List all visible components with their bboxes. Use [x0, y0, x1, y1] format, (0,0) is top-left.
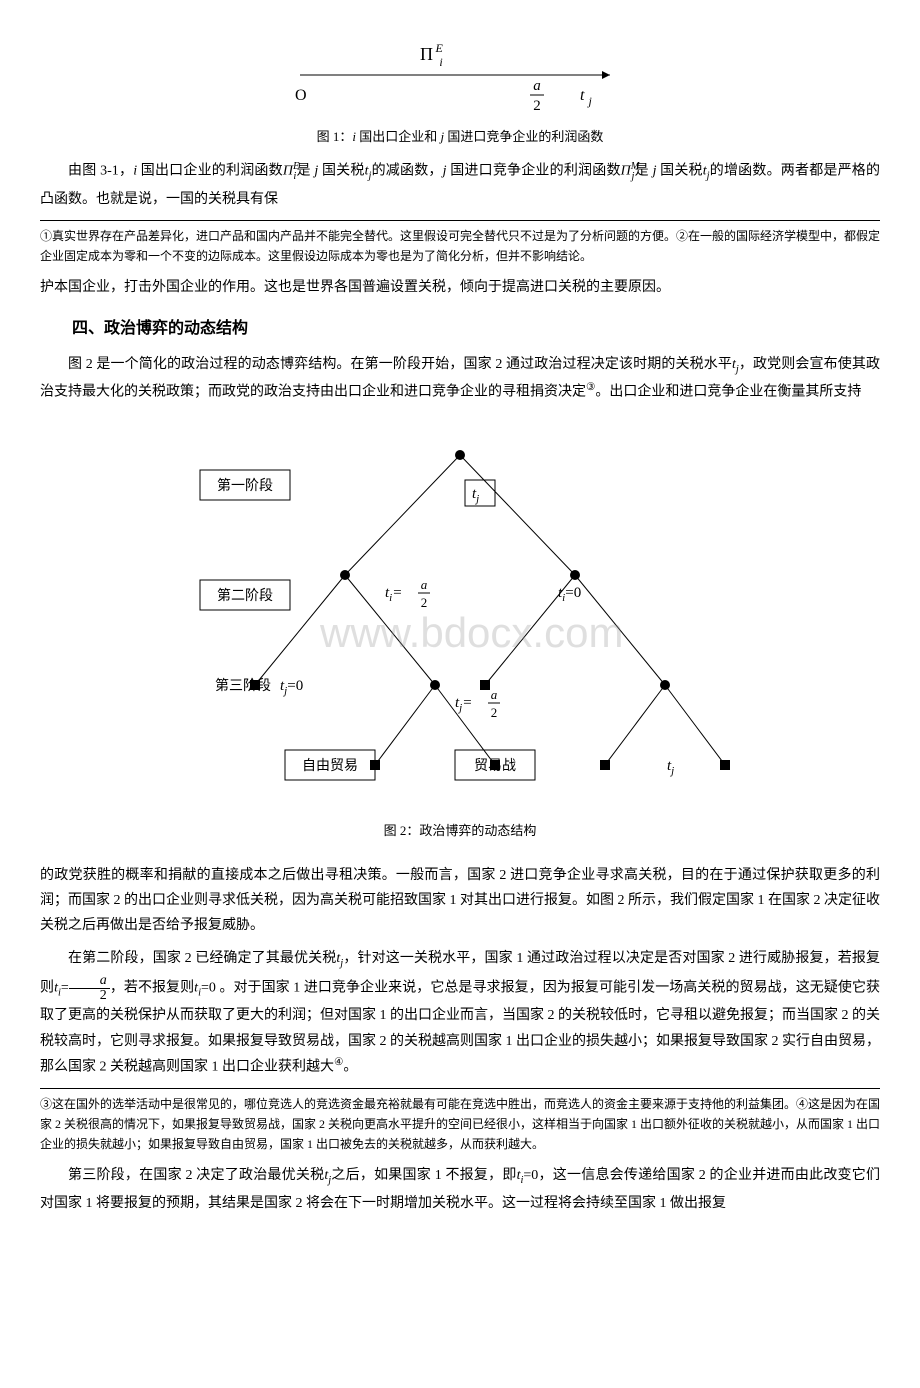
svg-text:ti=: ti=	[385, 585, 402, 604]
svg-text:tj: tj	[472, 486, 479, 505]
frac-den: 2	[533, 98, 541, 114]
paragraph-3: 图 2 是一个简化的政治过程的动态博弈结构。在第一阶段开始，国家 2 通过政治过…	[40, 352, 880, 406]
svg-text:a: a	[491, 687, 498, 702]
paragraph-5: 在第二阶段，国家 2 已经确定了其最优关税tj，针对这一关税水平，国家 1 通过…	[40, 946, 880, 1079]
frac-num: a	[533, 78, 541, 94]
svg-text:tj=: tj=	[455, 695, 472, 714]
svg-text:t j: t j	[580, 87, 592, 108]
pi-sub: i	[439, 55, 442, 69]
paragraph-2: 护本国企业，打击外国企业的作用。这也是世界各国普遍设置关税，倾向于提高进口关税的…	[40, 275, 880, 300]
free-trade-label: 自由贸易	[302, 758, 358, 774]
section-title: 四、政治博弈的动态结构	[40, 315, 880, 344]
pi-sup: E	[435, 41, 444, 55]
paragraph-6: 第三阶段，在国家 2 决定了政治最优关税tj之后，如果国家 1 不报复，即ti=…	[40, 1163, 880, 1216]
svg-text:2: 2	[421, 595, 428, 610]
stage-1-label: 第一阶段	[217, 477, 273, 494]
t-sub: j	[586, 94, 592, 108]
footnote-separator-2	[40, 1088, 880, 1089]
footnote-separator-1	[40, 220, 880, 221]
svg-text:a: a	[421, 577, 428, 592]
svg-text:ti=0: ti=0	[558, 585, 581, 604]
figure-2-svg: 第一阶段 第二阶段 第三阶段 自由贸易 贸易战 tj ti= a 2 ti=0 …	[180, 425, 740, 805]
t-label: t	[580, 87, 585, 104]
svg-text:Π E i: Π E i	[420, 40, 447, 69]
pi-symbol: Π	[420, 44, 433, 64]
svg-text:tj=0: tj=0	[280, 678, 303, 697]
footnote-1: ①真实世界存在产品差异化，进口产品和国内产品并不能完全替代。这里假设可完全替代只…	[40, 226, 880, 267]
svg-text:2: 2	[491, 705, 498, 720]
figure-1-caption: 图 1：i 国出口企业和 j 国进口竞争企业的利润函数	[260, 125, 660, 148]
footnote-2: ③这在国外的选举活动中是很常见的，哪位竞选人的竞选资金最充裕就最有可能在竞选中胜…	[40, 1094, 880, 1155]
stage-3-label: 第三阶段	[215, 677, 271, 694]
figure-1: Π E i O a 2 t j 图 1：i 国出口企业和 j 国进口竞争企业的利…	[260, 40, 660, 148]
paragraph-4: 的政党获胜的概率和捐献的直接成本之后做出寻租决策。一般而言，国家 2 进口竞争企…	[40, 863, 880, 939]
trade-war-label: 贸易战	[474, 758, 516, 774]
figure-1-svg: Π E i O a 2 t j	[270, 40, 650, 120]
figure-2: www.bdocx.com 第一阶段 第二阶段	[180, 425, 740, 843]
figure-2-caption: 图 2：政治博弈的动态结构	[180, 819, 740, 842]
paragraph-1: 由图 3-1，i 国出口企业的利润函数ΠEi是 j 国关税tj的减函数，j 国进…	[40, 158, 880, 212]
svg-text:tj: tj	[667, 758, 674, 777]
stage-2-label: 第二阶段	[217, 587, 273, 604]
o-label: O	[295, 87, 307, 104]
